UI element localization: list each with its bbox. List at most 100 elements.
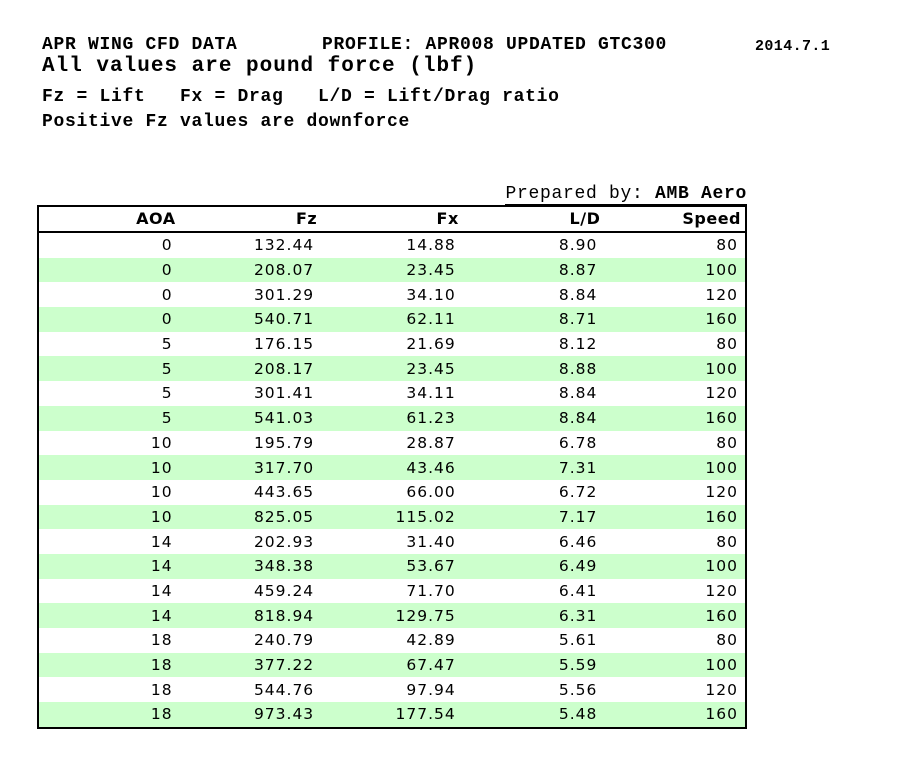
doc-legend: Fz = Lift Fx = Drag L/D = Lift/Drag rati… [42, 87, 560, 107]
table-row: 14 818.94 129.75 6.31 160 [38, 603, 746, 628]
table-row: 18 377.22 67.47 5.59 100 [38, 652, 746, 678]
cell-fx: 97.94 [406, 680, 456, 699]
cell-speed: 160 [705, 606, 738, 625]
cell-speed: 100 [705, 261, 738, 280]
cell-fx: 23.45 [406, 261, 456, 280]
cell-l-d: 8.84 [558, 384, 598, 403]
cell-speed: 80 [716, 433, 738, 452]
cell-fz: 544.76 [253, 680, 315, 699]
cell-l-d: 8.88 [558, 359, 598, 378]
table-row: 0 301.29 34.10 8.84 120 [38, 282, 746, 307]
cell-aoa: 18 [150, 705, 173, 724]
cell-aoa: 14 [150, 606, 173, 625]
cell-fx: 61.23 [406, 409, 456, 428]
cell-fz: 202.93 [253, 532, 315, 551]
cell-fz: 195.79 [253, 433, 315, 452]
table-row: 14 459.24 71.70 6.41 120 [38, 579, 746, 604]
cell-l-d: 5.59 [558, 656, 598, 675]
cell-speed: 120 [705, 384, 738, 403]
cell-aoa: 18 [150, 656, 173, 675]
cell-fz: 541.03 [253, 409, 315, 428]
cell-fz: 208.07 [253, 261, 315, 280]
cell-fz: 317.70 [253, 458, 315, 477]
cell-speed: 160 [705, 705, 738, 724]
cell-fx: 14.88 [406, 236, 456, 255]
column-header-fz: Fz [179, 206, 322, 233]
cell-fx: 21.69 [406, 335, 456, 354]
column-header-fx: Fx [321, 206, 463, 233]
cell-speed: 120 [705, 680, 738, 699]
cell-fx: 177.54 [395, 705, 456, 724]
cell-l-d: 5.48 [558, 705, 598, 724]
table-row: 0 540.71 62.11 8.71 160 [38, 307, 746, 332]
cell-fx: 34.11 [406, 384, 456, 403]
table-row: 10 317.70 43.46 7.31 100 [38, 455, 746, 480]
cell-aoa: 14 [150, 532, 173, 551]
doc-downforce-note: Positive Fz values are downforce [42, 112, 411, 132]
cell-l-d: 6.78 [558, 433, 598, 452]
cell-fx: 67.47 [406, 656, 456, 675]
cell-l-d: 6.41 [558, 581, 598, 600]
cell-fx: 28.87 [406, 433, 456, 452]
cell-fz: 377.22 [253, 656, 315, 675]
cell-fx: 31.40 [406, 532, 456, 551]
cell-fx: 115.02 [395, 507, 456, 526]
cell-speed: 120 [705, 581, 738, 600]
cell-fz: 176.15 [253, 335, 315, 354]
cell-speed: 80 [716, 631, 738, 650]
cell-fz: 540.71 [253, 310, 315, 329]
cell-speed: 120 [705, 285, 738, 304]
cell-fx: 34.10 [406, 285, 456, 304]
cell-aoa: 5 [161, 335, 173, 354]
cell-l-d: 8.87 [558, 261, 598, 280]
cell-l-d: 6.72 [558, 483, 598, 502]
cell-aoa: 10 [150, 483, 173, 502]
cell-l-d: 7.17 [558, 507, 598, 526]
cell-speed: 100 [705, 557, 738, 576]
cell-aoa: 14 [150, 557, 173, 576]
cell-fz: 973.43 [253, 705, 315, 724]
cell-speed: 160 [705, 507, 738, 526]
cell-l-d: 7.31 [558, 458, 598, 477]
cell-fx: 129.75 [395, 606, 456, 625]
table-row: 0 132.44 14.88 8.90 80 [38, 232, 746, 258]
cell-fz: 443.65 [253, 483, 315, 502]
cell-l-d: 8.71 [558, 310, 598, 329]
cell-aoa: 5 [161, 384, 173, 403]
cell-l-d: 8.12 [558, 335, 598, 354]
cell-l-d: 8.84 [558, 285, 598, 304]
doc-title: APR WING CFD DATA [42, 35, 238, 55]
cell-aoa: 18 [150, 631, 173, 650]
cell-aoa: 0 [161, 236, 173, 255]
cell-aoa: 18 [150, 680, 173, 699]
table-row: 5 208.17 23.45 8.88 100 [38, 356, 746, 382]
cell-aoa: 0 [161, 310, 173, 329]
cell-fx: 62.11 [406, 310, 456, 329]
table-row: 14 348.38 53.67 6.49 100 [38, 553, 746, 579]
cell-aoa: 5 [161, 409, 173, 428]
cell-speed: 80 [716, 236, 738, 255]
doc-date: 2014.7.1 [755, 38, 831, 55]
cell-fx: 23.45 [406, 359, 456, 378]
cell-fz: 301.29 [253, 285, 315, 304]
cell-aoa: 10 [150, 433, 173, 452]
table-row: 0 208.07 23.45 8.87 100 [38, 257, 746, 283]
cell-fx: 71.70 [406, 581, 456, 600]
cell-l-d: 5.56 [558, 680, 598, 699]
cell-speed: 80 [716, 532, 738, 551]
table-row: 18 240.79 42.89 5.61 80 [38, 628, 746, 653]
table-row: 18 973.43 177.54 5.48 160 [38, 702, 746, 728]
cell-aoa: 0 [161, 261, 173, 280]
cell-fz: 240.79 [253, 631, 315, 650]
prepared-by-value: AMB Aero [654, 184, 747, 204]
cell-fz: 459.24 [253, 581, 315, 600]
cell-aoa: 10 [150, 507, 173, 526]
cell-aoa: 5 [161, 359, 173, 378]
cell-speed: 100 [705, 458, 738, 477]
table-row: 18 544.76 97.94 5.56 120 [38, 677, 746, 702]
cell-fx: 66.00 [406, 483, 456, 502]
doc-profile: PROFILE: APR008 UPDATED GTC300 [322, 35, 668, 55]
column-header-l-d: L/D [462, 206, 605, 233]
cell-speed: 100 [705, 656, 738, 675]
cell-fx: 43.46 [406, 458, 456, 477]
